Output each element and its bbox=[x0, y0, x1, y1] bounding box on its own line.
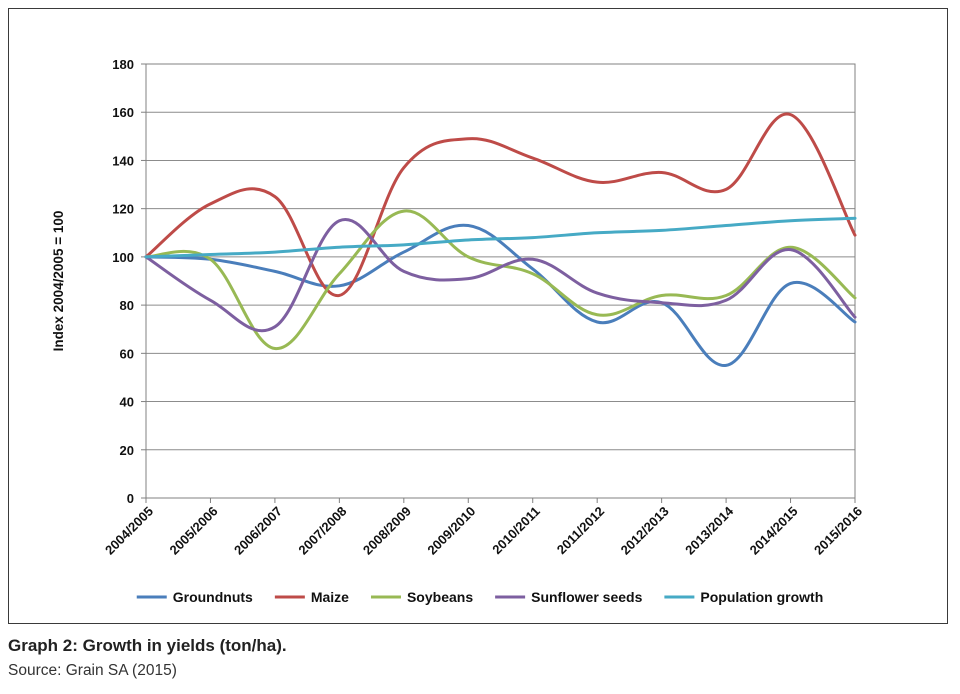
legend-item-soybeans: Soybeans bbox=[370, 589, 473, 605]
series-lines bbox=[144, 112, 857, 367]
chart-source: Source: Grain SA (2015) bbox=[8, 662, 177, 679]
plot-area bbox=[145, 63, 856, 499]
y-tick-label: 0 bbox=[127, 491, 134, 506]
legend-label: Soybeans bbox=[407, 589, 473, 605]
x-tick-label: 2005/2006 bbox=[167, 504, 221, 558]
x-tick-label: 2006/2007 bbox=[231, 504, 285, 558]
legend-label: Maize bbox=[311, 589, 349, 605]
x-tick-label: 2009/2010 bbox=[424, 504, 478, 558]
y-tick-label: 100 bbox=[112, 250, 134, 265]
legend-item-maize: Maize bbox=[274, 589, 349, 605]
x-tick-label: 2012/2013 bbox=[618, 504, 672, 558]
series-line-soybeans bbox=[144, 209, 857, 351]
x-tick-label: 2004/2005 bbox=[102, 504, 156, 558]
legend-item-groundnuts: Groundnuts bbox=[136, 589, 253, 605]
legend-label: Population growth bbox=[700, 589, 823, 605]
series-line-maize bbox=[144, 112, 857, 297]
y-tick-label: 20 bbox=[120, 443, 134, 458]
legend-label: Sunflower seeds bbox=[531, 589, 642, 605]
x-tick-label: 2015/2016 bbox=[811, 504, 865, 558]
x-tick-label: 2011/2012 bbox=[554, 504, 608, 558]
x-tick-label: 2007/2008 bbox=[295, 504, 349, 558]
x-tick-label: 2014/2015 bbox=[747, 504, 801, 558]
y-tick-label: 160 bbox=[112, 105, 134, 120]
legend: Groundnuts Maize Soybeans Sunflower seeds Po… bbox=[136, 589, 823, 605]
line-chart: 0 20 40 60 80 100 120 140 160 180 2004/2005 2005/2… bbox=[51, 57, 865, 605]
y-tick-label: 60 bbox=[120, 346, 134, 361]
chart-frame bbox=[8, 8, 948, 624]
x-axis-ticks: 2004/2005 2005/2006 2006/2007 2007/2008 2008… bbox=[102, 498, 865, 558]
y-tick-label: 120 bbox=[112, 202, 134, 217]
y-axis-ticks: 0 20 40 60 80 100 120 140 160 180 bbox=[112, 57, 146, 506]
legend-item-sunflower-seeds: Sunflower seeds bbox=[495, 589, 643, 605]
series-line-groundnuts bbox=[144, 223, 857, 367]
legend-item-population-growth: Population growth bbox=[664, 589, 823, 605]
series-line-population-growth bbox=[144, 216, 857, 259]
y-tick-label: 180 bbox=[112, 57, 134, 72]
legend-label: Groundnuts bbox=[173, 589, 253, 605]
y-axis-title: Index 2004/2005 = 100 bbox=[51, 211, 66, 352]
y-tick-label: 80 bbox=[120, 298, 134, 313]
y-tick-label: 40 bbox=[120, 395, 134, 410]
series-line-sunflower-seeds bbox=[144, 217, 857, 333]
x-tick-label: 2008/2009 bbox=[360, 504, 414, 558]
x-tick-label: 2013/2014 bbox=[682, 503, 737, 558]
chart-caption: Graph 2: Growth in yields (ton/ha). bbox=[8, 636, 287, 655]
y-tick-label: 140 bbox=[112, 153, 134, 168]
x-tick-label: 2010/2011 bbox=[489, 504, 543, 558]
